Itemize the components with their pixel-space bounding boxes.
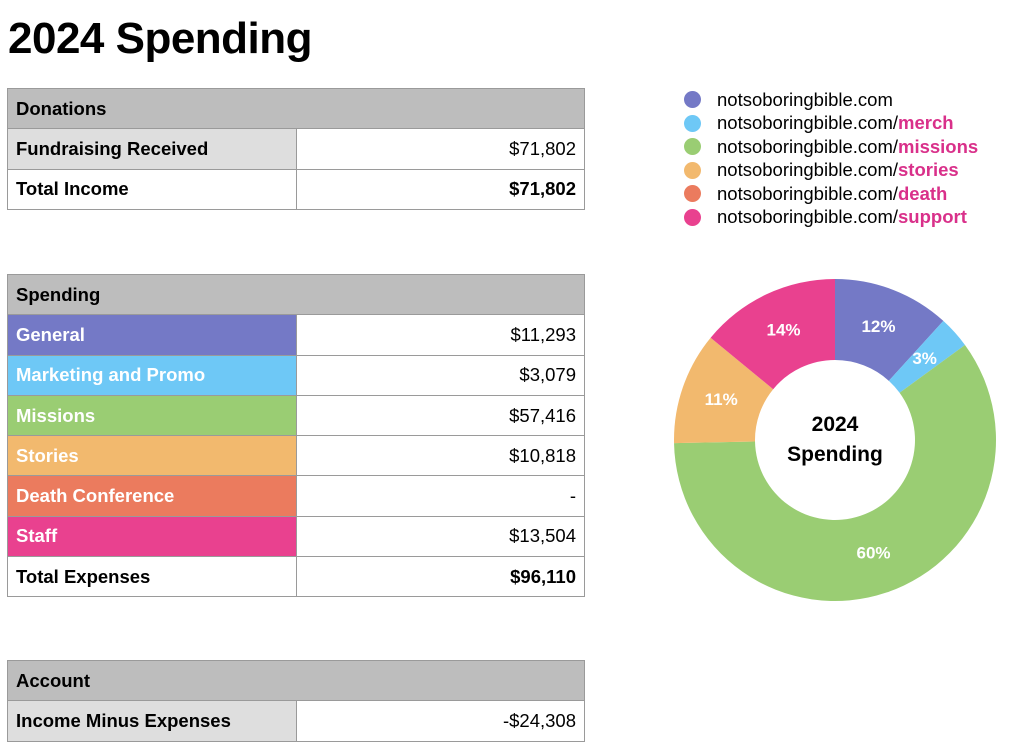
legend-item: notsoboringbible.com/merch <box>684 112 978 136</box>
donut-center-line-2: Spending <box>787 443 883 466</box>
donations-table: Donations Fundraising Received $71,802 T… <box>7 87 585 210</box>
donut-slice-stories <box>674 337 774 444</box>
legend-dot <box>684 208 701 226</box>
total-income-label: Total Income <box>7 168 297 210</box>
legend-item: notsoboringbible.com/death <box>684 182 978 206</box>
legend-base-text: notsoboringbible.com/ <box>717 159 898 181</box>
legend-base-text: notsoboringbible.com/ <box>717 182 898 204</box>
donut-label-missions: 60% <box>856 544 890 563</box>
spending-stories-label: Stories <box>7 435 297 477</box>
legend-item: notsoboringbible.com/missions <box>684 135 978 159</box>
fundraising-received-label: Fundraising Received <box>7 128 297 170</box>
donut-label-general: 12% <box>861 317 895 336</box>
legend-item: notsoboringbible.com/support <box>684 206 978 230</box>
total-expenses-value: $96,110 <box>295 556 585 598</box>
legend-dot <box>684 138 701 156</box>
legend-base-text: notsoboringbible.com/ <box>717 206 898 228</box>
donut-slice-marketing-and-promo <box>888 320 965 393</box>
total-expenses-label: Total Expenses <box>7 556 297 598</box>
donut-percent-labels: 12% 3% 60% 11% 14% <box>705 317 937 563</box>
spending-general-value: $11,293 <box>295 314 585 356</box>
donut-label-marketing-and-promo: 3% <box>912 349 937 368</box>
legend-suffix-text: stories <box>898 159 959 181</box>
donut-label-staff: 14% <box>767 321 801 340</box>
spending-marketing-value: $3,079 <box>295 354 585 396</box>
legend-dot <box>684 185 701 203</box>
legend-base-text: notsoboringbible.com/ <box>717 135 898 157</box>
donut-slice-general <box>835 279 944 381</box>
donut-slices <box>674 279 996 601</box>
legend-item: notsoboringbible.com/stories <box>684 159 978 183</box>
fundraising-received-value: $71,802 <box>295 128 585 170</box>
income-minus-expenses-label: Income Minus Expenses <box>7 700 297 742</box>
legend-base-text: notsoboringbible.com <box>717 88 893 110</box>
legend-suffix-text: missions <box>898 135 979 157</box>
spending-marketing-label: Marketing and Promo <box>7 354 297 396</box>
spending-staff-value: $13,504 <box>295 515 585 558</box>
legend-suffix-text: support <box>898 206 967 228</box>
legend-suffix-text: death <box>898 182 948 204</box>
donut-slice-staff <box>710 279 835 390</box>
donut-center-line-1: 2024 <box>812 413 859 436</box>
spending-stories-value: $10,818 <box>295 435 585 477</box>
donations-header: Donations <box>7 87 585 130</box>
spending-general-label: General <box>7 314 297 356</box>
page-title: 2024 Spending <box>8 14 313 63</box>
spending-table: Spending General $11,293 Marketing and P… <box>7 273 585 598</box>
spending-death-conference-label: Death Conference <box>7 475 297 517</box>
legend-dot <box>684 91 701 109</box>
spending-staff-label: Staff <box>7 515 297 558</box>
spending-death-conference-value: - <box>295 475 585 517</box>
legend-suffix-text: merch <box>898 112 954 134</box>
spending-missions-value: $57,416 <box>295 394 585 437</box>
account-header: Account <box>7 659 585 702</box>
legend-item: notsoboringbible.com <box>684 88 978 112</box>
total-income-value: $71,802 <box>295 168 585 210</box>
spending-donut-chart: 12% 3% 60% 11% 14% 2024 Spending <box>674 279 996 601</box>
chart-legend: notsoboringbible.com notsoboringbible.co… <box>684 88 978 229</box>
spending-missions-label: Missions <box>7 394 297 437</box>
income-minus-expenses-value: -$24,308 <box>295 700 585 742</box>
legend-base-text: notsoboringbible.com/ <box>717 112 898 134</box>
account-table: Account Income Minus Expenses -$24,308 <box>7 659 585 742</box>
legend-dot <box>684 161 701 179</box>
donut-slice-missions <box>674 344 996 601</box>
legend-dot <box>684 114 701 132</box>
spending-header: Spending <box>7 273 585 316</box>
donut-label-stories: 11% <box>705 390 738 409</box>
